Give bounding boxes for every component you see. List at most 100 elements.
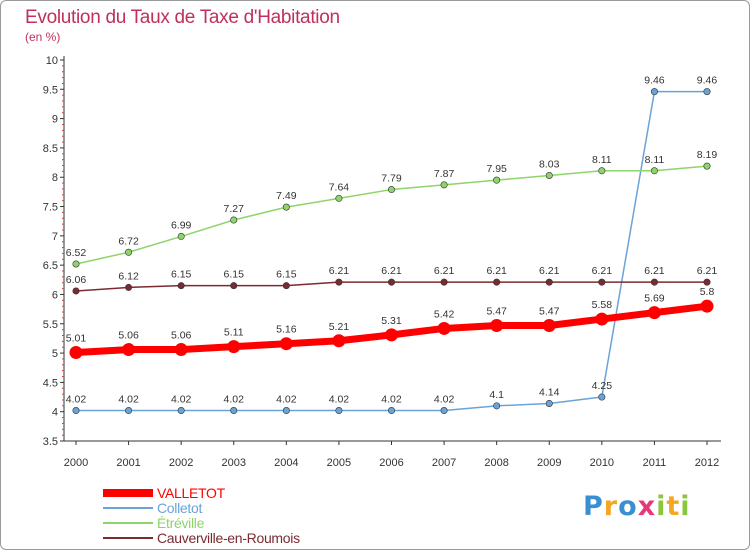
chart-unit: (en %) xyxy=(25,30,61,44)
x-tick-label: 2004 xyxy=(274,457,298,469)
data-label: 6.21 xyxy=(644,265,665,277)
data-label: 5.31 xyxy=(381,315,402,327)
logo-letter: i xyxy=(656,491,667,522)
legend-swatch xyxy=(103,507,153,509)
data-label: 6.21 xyxy=(539,265,560,277)
data-point xyxy=(545,399,553,407)
data-label: 4.14 xyxy=(539,386,560,398)
data-label: 6.21 xyxy=(697,265,718,277)
data-point xyxy=(387,278,395,286)
chart-title: Evolution du Taux de Taxe d'Habitation xyxy=(25,7,340,28)
y-tick-label: 4.5 xyxy=(43,377,58,389)
legend-label: Cauverville-en-Roumois xyxy=(157,530,300,546)
legend-swatch xyxy=(103,489,153,497)
x-tick-label: 2008 xyxy=(484,457,508,469)
data-label: 6.99 xyxy=(171,219,192,231)
data-point xyxy=(703,88,711,96)
data-label: 6.21 xyxy=(434,265,455,277)
data-point xyxy=(122,343,136,357)
data-label: 6.15 xyxy=(276,269,297,281)
data-point xyxy=(125,283,133,291)
data-point xyxy=(647,306,661,320)
data-point xyxy=(493,278,501,286)
legend-label: Colletot xyxy=(157,500,203,516)
data-label: 5.47 xyxy=(539,306,560,318)
axes: 3.5 4 4.5 5 5.5 6 6.5 7 7.5 8 8.5 9 9.5 10 2000 2001 200… xyxy=(43,55,721,469)
data-label: 5.42 xyxy=(434,308,455,320)
data-label: 6.15 xyxy=(171,269,192,281)
y-tick-label: 9 xyxy=(52,114,58,126)
data-point xyxy=(493,176,501,184)
data-label: 6.21 xyxy=(381,265,402,277)
data-point xyxy=(335,194,343,202)
data-label: 5.47 xyxy=(486,306,507,318)
data-labels: 4.02 4.02 4.02 4.02 4.02 4.02 4.02 4.02 4.1 4.14 4… xyxy=(66,75,718,406)
data-label: 6.06 xyxy=(66,274,87,286)
y-tick-label: 3.5 xyxy=(43,436,58,448)
x-tick-label: 2002 xyxy=(169,457,193,469)
data-label: 4.1 xyxy=(489,389,504,401)
data-label: 6.21 xyxy=(592,265,613,277)
data-point xyxy=(440,407,448,415)
data-point xyxy=(437,321,451,335)
data-point xyxy=(335,407,343,415)
data-point xyxy=(230,407,238,415)
data-point xyxy=(650,88,658,96)
data-label: 4.02 xyxy=(66,394,87,406)
y-tick-label: 4 xyxy=(52,407,58,419)
y-tick-label: 7 xyxy=(52,231,58,243)
data-label: 4.02 xyxy=(329,394,350,406)
data-label: 4.02 xyxy=(171,394,192,406)
data-point xyxy=(650,278,658,286)
data-label: 4.02 xyxy=(434,394,455,406)
data-point xyxy=(650,167,658,175)
data-label: 8.11 xyxy=(592,154,612,166)
logo-letter: t xyxy=(666,491,681,522)
data-point xyxy=(440,181,448,189)
data-label: 7.87 xyxy=(434,168,455,180)
data-point xyxy=(174,343,188,357)
data-point xyxy=(282,407,290,415)
y-tick-label: 6.5 xyxy=(43,260,58,272)
x-tick-label: 2005 xyxy=(327,457,351,469)
data-label: 5.69 xyxy=(644,293,665,305)
data-point xyxy=(598,278,606,286)
data-label: 7.64 xyxy=(329,181,350,193)
data-label: 5.01 xyxy=(66,332,87,344)
data-point xyxy=(440,278,448,286)
data-label: 7.79 xyxy=(381,173,402,185)
data-point xyxy=(279,337,293,351)
data-label: 6.52 xyxy=(66,247,87,259)
series-lines xyxy=(75,90,708,412)
logo-letter: o xyxy=(618,491,638,522)
data-point xyxy=(595,312,609,326)
y-tick-label: 8.5 xyxy=(43,143,58,155)
data-label: 4.02 xyxy=(118,394,139,406)
data-label: 5.16 xyxy=(276,324,297,336)
x-tick-label: 2000 xyxy=(64,457,88,469)
series-line-1 xyxy=(76,90,707,412)
legend-item: Étréville xyxy=(103,515,363,531)
data-point xyxy=(490,319,504,333)
y-tick-label: 8 xyxy=(52,172,58,184)
x-tick-label: 2007 xyxy=(432,457,456,469)
data-point xyxy=(385,328,398,342)
data-point xyxy=(177,407,185,415)
data-label: 6.72 xyxy=(118,235,139,247)
data-point xyxy=(703,278,711,286)
legend-label: Étréville xyxy=(157,515,205,531)
legend-label: VALLETOT xyxy=(157,485,225,501)
data-label: 9.46 xyxy=(697,75,718,87)
legend-swatch xyxy=(103,522,153,524)
data-point xyxy=(545,278,553,286)
data-label: 5.58 xyxy=(592,299,613,311)
data-label: 9.46 xyxy=(644,75,665,87)
data-label: 7.49 xyxy=(276,190,297,202)
data-point xyxy=(125,248,133,256)
data-label: 4.02 xyxy=(381,394,402,406)
data-label: 5.21 xyxy=(329,321,350,333)
data-label: 5.06 xyxy=(118,330,139,342)
data-point xyxy=(332,334,346,348)
y-tick-label: 9.5 xyxy=(43,84,58,96)
y-tick-label: 6 xyxy=(52,289,58,301)
